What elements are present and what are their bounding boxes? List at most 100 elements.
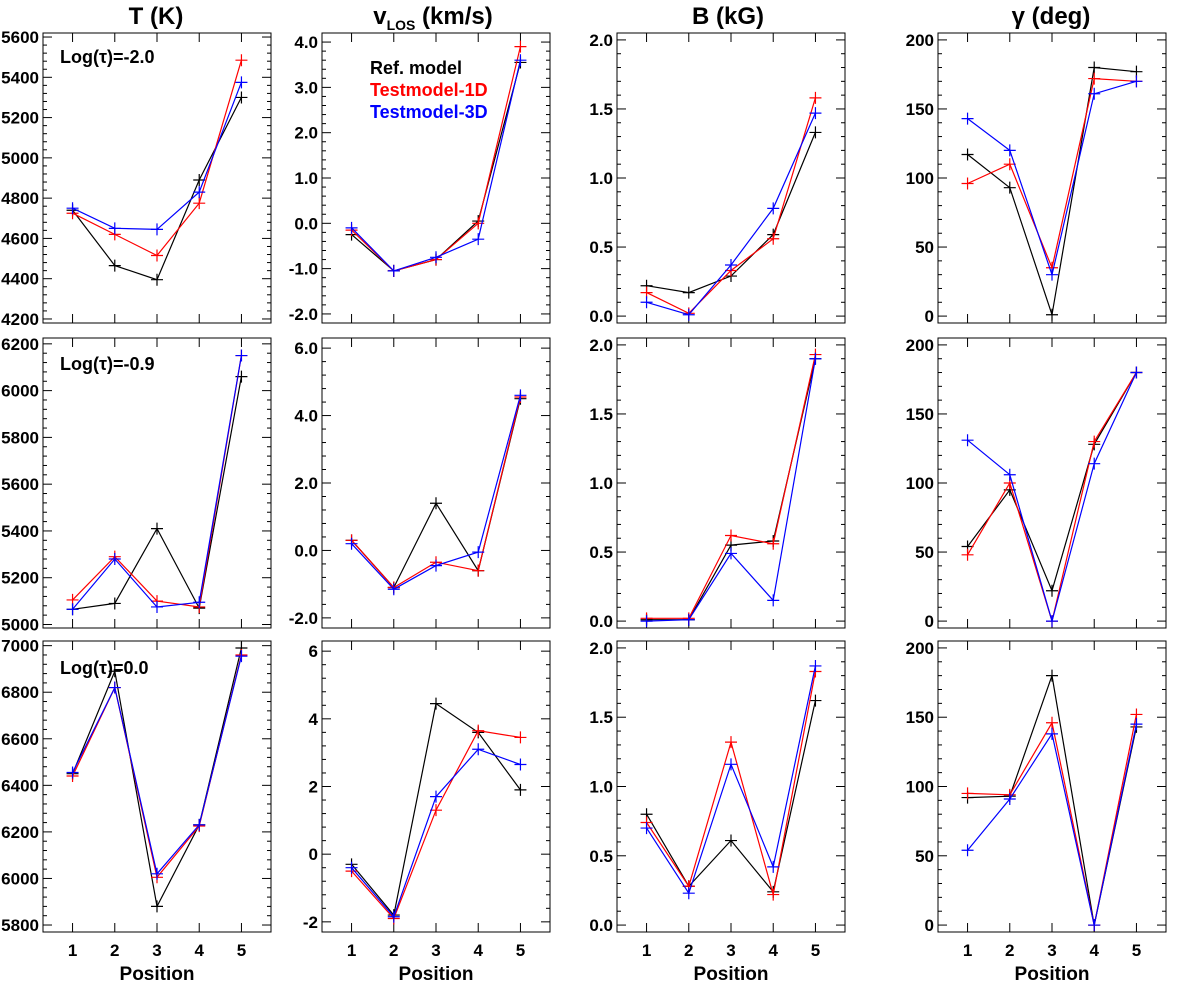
panel-frame: [937, 640, 1167, 933]
point-testmodel-3d-pos5: [1130, 366, 1143, 379]
x-tick-label: 2: [1005, 941, 1014, 960]
y-tick-label: -2.0: [289, 609, 318, 628]
x-tick-label: 5: [811, 941, 820, 960]
legend-ref-model: Ref. model: [370, 58, 462, 78]
y-tick-label: 50: [915, 238, 934, 257]
point-ref-model-pos2: [108, 597, 121, 610]
point-testmodel-3d-pos4: [767, 202, 780, 215]
series-line-testmodel-1d: [967, 77, 1137, 270]
point-ref-model-pos3: [430, 697, 442, 710]
point-testmodel-3d-pos2: [682, 308, 695, 321]
point-testmodel-3d-pos2: [108, 222, 121, 235]
y-tick-label: 5600: [1, 28, 39, 47]
point-testmodel-3d-pos3: [1046, 727, 1058, 740]
point-testmodel-1d-pos4: [767, 888, 780, 901]
y-tick-label: 100: [906, 778, 934, 797]
y-tick-label: 5600: [1, 475, 39, 494]
point-ref-model-pos2: [108, 259, 121, 272]
row-label-logtau-0: Log(τ)=0.0: [60, 658, 149, 678]
point-testmodel-1d-pos4: [1088, 72, 1101, 85]
panel-vlos-row2: -2.0 0.0 2.0 4.0 6.0: [289, 337, 551, 629]
y-tick-label: 150: [906, 100, 934, 119]
series-line-testmodel-3d: [72, 655, 242, 876]
y-tick-label: 1.0: [294, 169, 318, 188]
series-line-testmodel-3d: [646, 112, 816, 316]
panel-frame: [321, 640, 551, 933]
y-tick-label: 0: [309, 845, 318, 864]
point-testmodel-3d-pos3: [1046, 268, 1058, 281]
point-testmodel-1d-pos1: [961, 787, 974, 800]
y-tick-label: -1.0: [289, 260, 318, 279]
y-tick-label: 6.0: [294, 339, 318, 358]
y-tick-label: 100: [906, 474, 934, 493]
series-line-testmodel-1d: [646, 354, 816, 619]
y-tick-label: 0.0: [294, 214, 318, 233]
point-testmodel-3d-pos3: [151, 867, 163, 880]
point-testmodel-3d-pos5: [235, 76, 248, 89]
point-testmodel-3d-pos5: [514, 758, 527, 771]
point-testmodel-3d-pos1: [640, 615, 653, 628]
y-tick-label: 200: [906, 639, 934, 658]
x-axis-label: Position: [399, 964, 474, 985]
y-tick-label: 0: [925, 612, 934, 631]
point-testmodel-3d-pos1: [961, 844, 974, 857]
y-tick-label: 0.0: [589, 612, 613, 631]
point-ref-model-pos3: [1046, 308, 1058, 321]
point-testmodel-3d-pos5: [1130, 718, 1143, 731]
x-tick-label: 3: [1047, 941, 1056, 960]
series-line-testmodel-3d: [72, 355, 242, 610]
point-ref-model-pos3: [725, 834, 737, 847]
point-testmodel-3d-pos3: [430, 251, 442, 264]
y-tick-label: 2: [309, 778, 318, 797]
x-tick-label: 4: [1089, 941, 1099, 960]
y-tick-label: 6800: [1, 683, 39, 702]
point-ref-model-pos5: [514, 783, 527, 796]
point-testmodel-3d-pos3: [430, 790, 442, 803]
series-line-testmodel-3d: [967, 723, 1137, 926]
x-axis-label: Position: [1015, 964, 1090, 985]
column-title-vlos: vLOS (km/s): [373, 3, 493, 33]
point-ref-model-pos2: [1003, 181, 1016, 194]
point-testmodel-3d-pos4: [1088, 87, 1101, 100]
y-tick-label: 2.0: [589, 31, 613, 50]
point-testmodel-3d-pos3: [151, 600, 163, 613]
point-testmodel-1d-pos1: [961, 548, 974, 561]
x-tick-label: 3: [726, 941, 735, 960]
y-tick-label: 7000: [1, 637, 39, 656]
point-testmodel-1d-pos3: [430, 804, 442, 817]
y-tick-label: 2.0: [294, 124, 318, 143]
x-tick-label: 5: [516, 941, 525, 960]
panel-inclination-row3: 0 50 100 150 200 1 2 3 4 5 Position: [906, 639, 1167, 985]
y-tick-label: 5800: [1, 428, 39, 447]
column-title-field-strength: B (kG): [692, 3, 764, 30]
y-tick-label: 0.0: [294, 541, 318, 560]
y-tick-label: 2.0: [589, 336, 613, 355]
point-testmodel-3d-pos4: [767, 594, 780, 607]
point-testmodel-3d-pos3: [725, 758, 737, 771]
point-testmodel-1d-pos3: [725, 529, 737, 542]
point-testmodel-3d-pos2: [387, 583, 400, 596]
y-tick-label: 200: [906, 336, 934, 355]
panel-field-strength-row1: 0.0 0.5 1.0 1.5 2.0: [589, 31, 846, 326]
point-testmodel-3d-pos2: [108, 681, 121, 694]
point-testmodel-1d-pos5: [514, 40, 527, 53]
y-tick-label: 4.0: [294, 407, 318, 426]
point-ref-model-pos3: [151, 273, 163, 286]
panel-vlos-row1: -2.0 -1.0 0.0 1.0 2.0 3.0 4.0: [289, 32, 551, 324]
y-tick-label: 5400: [1, 68, 39, 87]
point-testmodel-3d-pos5: [235, 650, 248, 663]
point-testmodel-3d-pos1: [961, 112, 974, 125]
x-tick-label: 2: [684, 941, 693, 960]
panel-temperature-row1: 4200 4400 4600 4800 5000 5200 5400 5600: [1, 28, 272, 329]
y-tick-label: 5000: [1, 149, 39, 168]
panel-inclination-row1: 0 50 100 150 200: [906, 31, 1167, 326]
y-tick-label: -2.0: [289, 305, 318, 324]
series-line-ref-model: [967, 675, 1137, 926]
point-testmodel-1d-pos4: [472, 564, 485, 577]
point-testmodel-3d-pos5: [809, 352, 822, 365]
point-testmodel-3d-pos4: [767, 860, 780, 873]
row-label-logtau-minus-0-9: Log(τ)=-0.9: [60, 354, 155, 374]
point-testmodel-1d-pos5: [809, 91, 822, 104]
y-tick-label: 5200: [1, 569, 39, 588]
point-testmodel-3d-pos5: [514, 389, 527, 402]
